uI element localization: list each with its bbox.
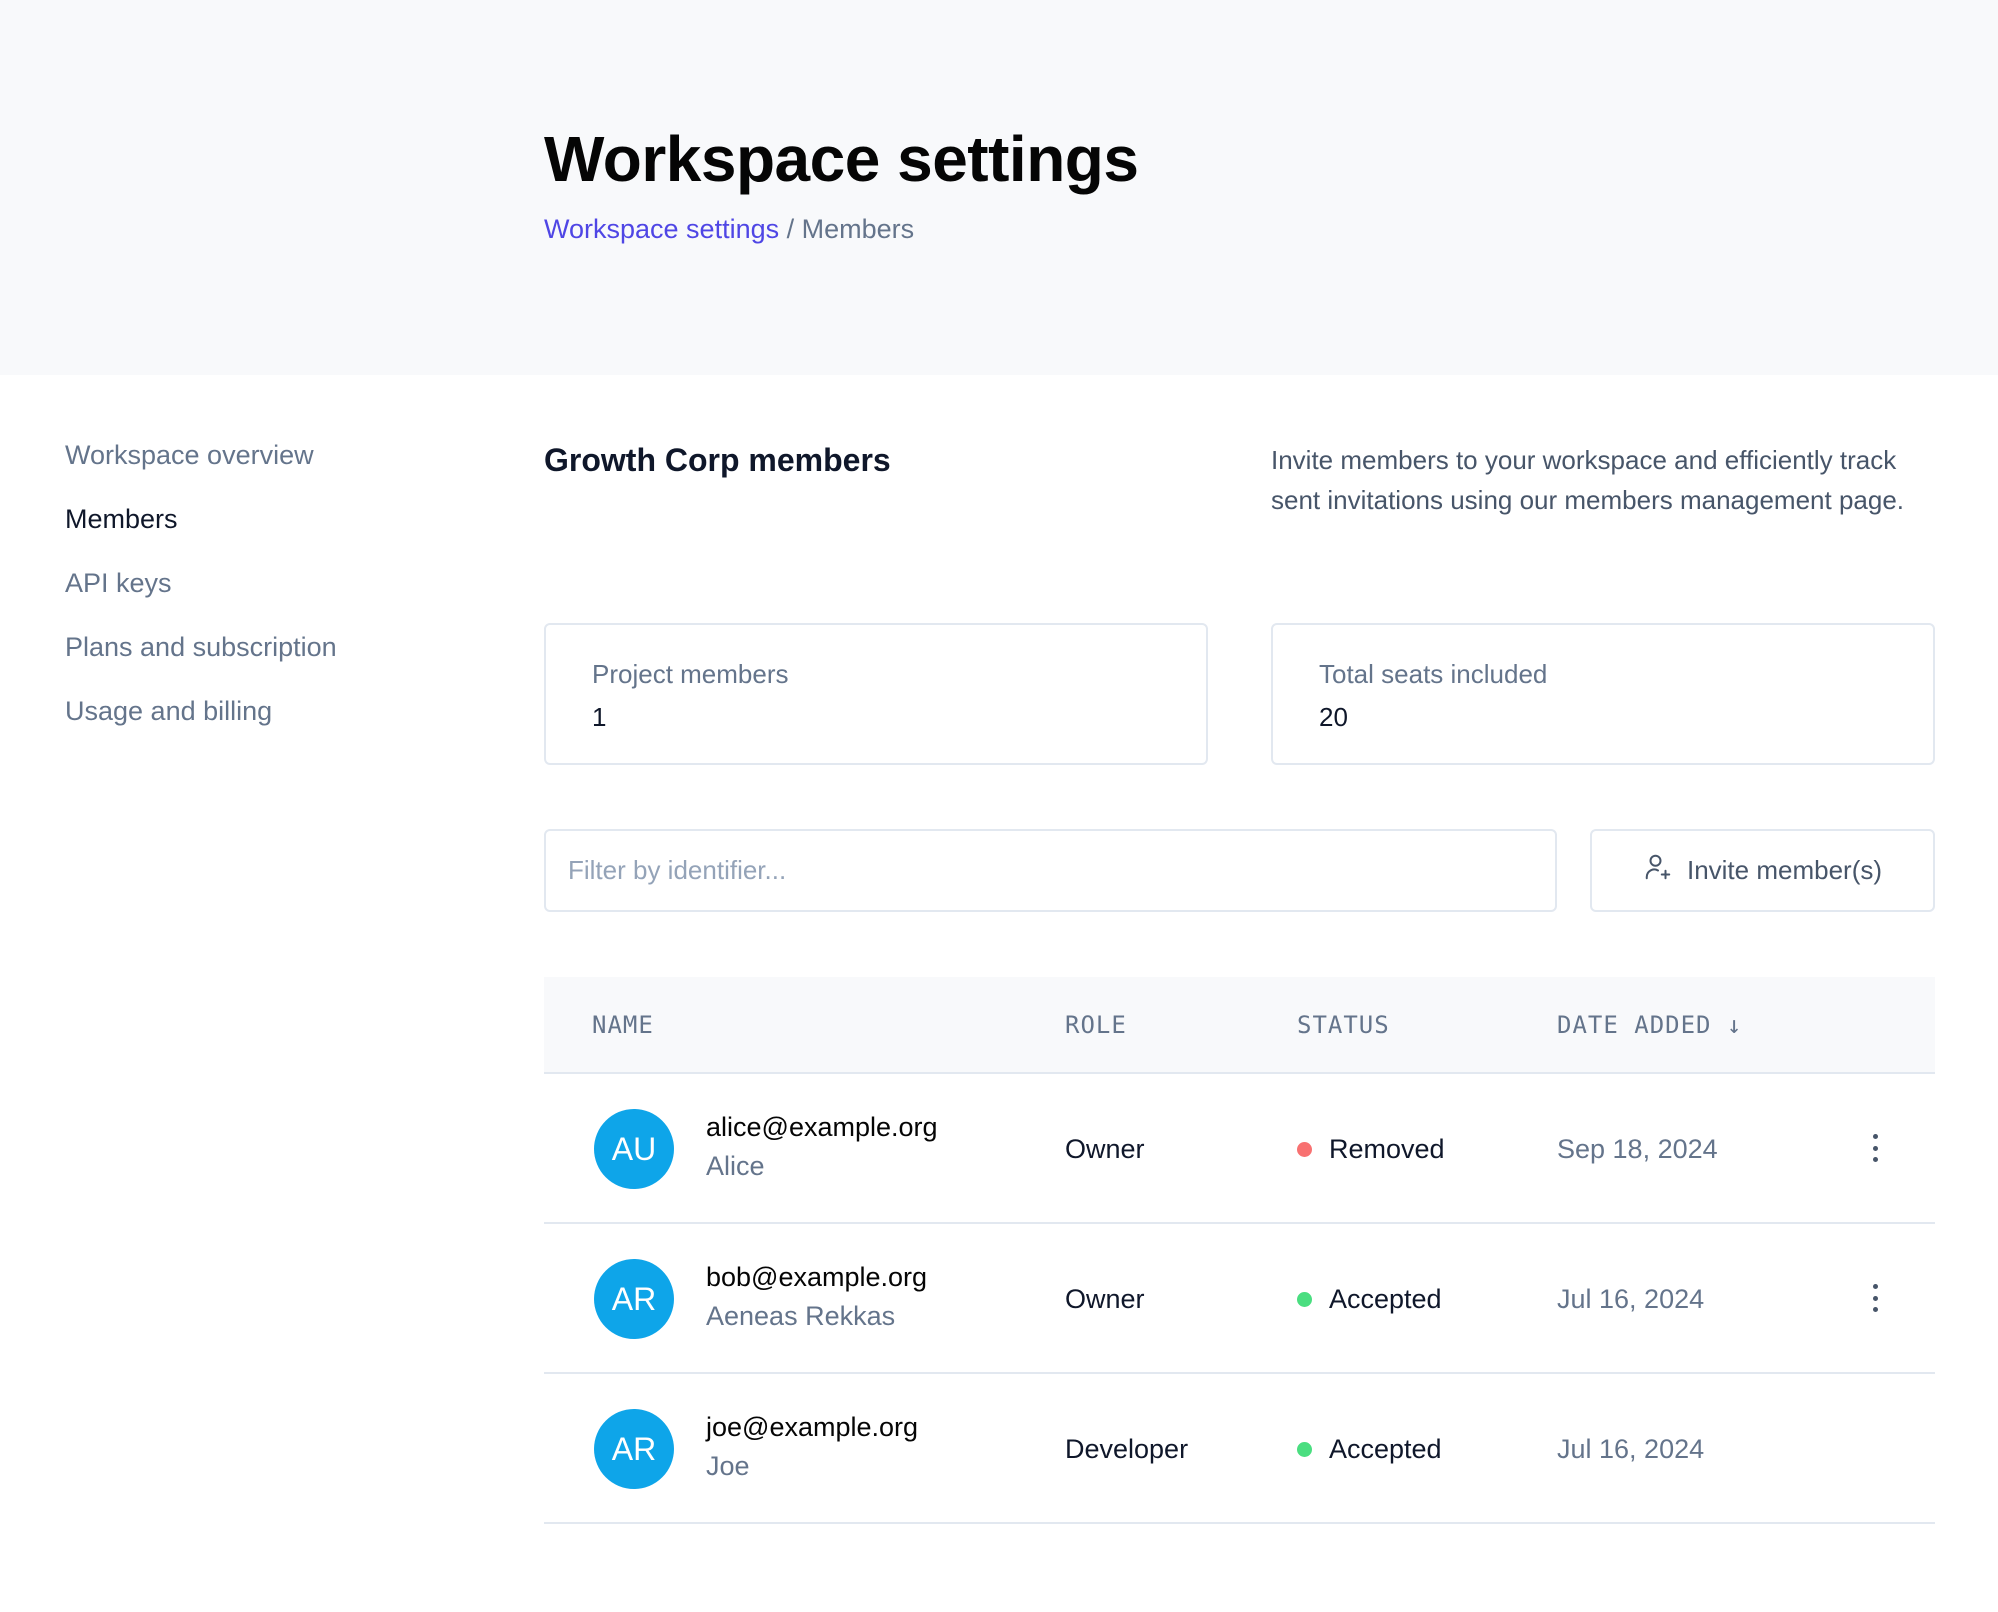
more-options-icon[interactable] [1862, 1280, 1888, 1316]
breadcrumb-current: Members [801, 214, 915, 244]
status-badge: Accepted [1329, 1434, 1442, 1464]
table-row: AR bob@example.org Aeneas Rekkas Owner A… [544, 1224, 1935, 1374]
table-row: AU alice@example.org Alice Owner Removed… [544, 1074, 1935, 1224]
member-role: Owner [1065, 1134, 1145, 1164]
stat-value: 1 [592, 702, 607, 732]
section-description: Invite members to your workspace and eff… [1271, 445, 1905, 515]
invite-members-label: Invite member(s) [1686, 855, 1883, 885]
member-email: alice@example.org [706, 1112, 938, 1142]
more-options-icon[interactable] [1862, 1130, 1888, 1166]
status-badge: Removed [1329, 1134, 1445, 1164]
date-added: Jul 16, 2024 [1557, 1434, 1705, 1464]
column-status[interactable]: STATUS [1297, 1011, 1390, 1039]
member-role: Developer [1065, 1434, 1189, 1464]
member-email: joe@example.org [706, 1412, 919, 1442]
date-added: Sep 18, 2024 [1557, 1134, 1718, 1164]
table-header: NAME ROLE STATUS DATE ADDED ↓ [544, 977, 1935, 1074]
column-role[interactable]: ROLE [1065, 1011, 1127, 1039]
sidebar-item-plans[interactable]: Plans and subscription [65, 632, 337, 662]
page-header [0, 0, 1998, 375]
breadcrumb-link-workspace-settings[interactable]: Workspace settings [544, 214, 780, 244]
column-date-added[interactable]: DATE ADDED ↓ [1557, 1011, 1743, 1039]
member-email: bob@example.org [706, 1262, 928, 1292]
sidebar-item-usage-billing[interactable]: Usage and billing [65, 696, 273, 726]
member-name: Aeneas Rekkas [706, 1301, 896, 1331]
stat-value: 20 [1319, 702, 1348, 732]
column-name[interactable]: NAME [592, 1011, 654, 1039]
date-added: Jul 16, 2024 [1557, 1284, 1705, 1314]
stat-card-project-members: Project members 1 [544, 623, 1208, 765]
member-name: Joe [706, 1451, 750, 1481]
section-title: Growth Corp members [544, 442, 891, 478]
stat-card-total-seats: Total seats included 20 [1271, 623, 1935, 765]
status-badge: Accepted [1329, 1284, 1442, 1314]
sidebar-item-members[interactable]: Members [65, 504, 178, 534]
avatar: AR [594, 1259, 674, 1339]
breadcrumb-separator: / [786, 214, 795, 244]
invite-members-button[interactable]: Invite member(s) [1590, 829, 1935, 912]
member-name: Alice [706, 1151, 765, 1181]
page-title: Workspace settings [544, 123, 1139, 195]
sidebar-item-workspace-overview[interactable]: Workspace overview [65, 440, 314, 470]
status-dot-icon [1297, 1292, 1312, 1307]
sidebar-item-api-keys[interactable]: API keys [65, 568, 172, 598]
table-row: AR joe@example.org Joe Developer Accepte… [544, 1374, 1935, 1524]
sidebar-nav: Workspace overview Members API keys Plan… [65, 440, 337, 760]
member-role: Owner [1065, 1284, 1145, 1314]
avatar: AR [594, 1409, 674, 1489]
breadcrumb: Workspace settings / Members [544, 214, 914, 245]
avatar: AU [594, 1109, 674, 1189]
filter-input[interactable] [544, 829, 1557, 912]
stat-label: Total seats included [1319, 659, 1548, 689]
status-dot-icon [1297, 1142, 1312, 1157]
status-dot-icon [1297, 1442, 1312, 1457]
user-plus-icon [1643, 852, 1673, 889]
stat-label: Project members [592, 659, 789, 689]
